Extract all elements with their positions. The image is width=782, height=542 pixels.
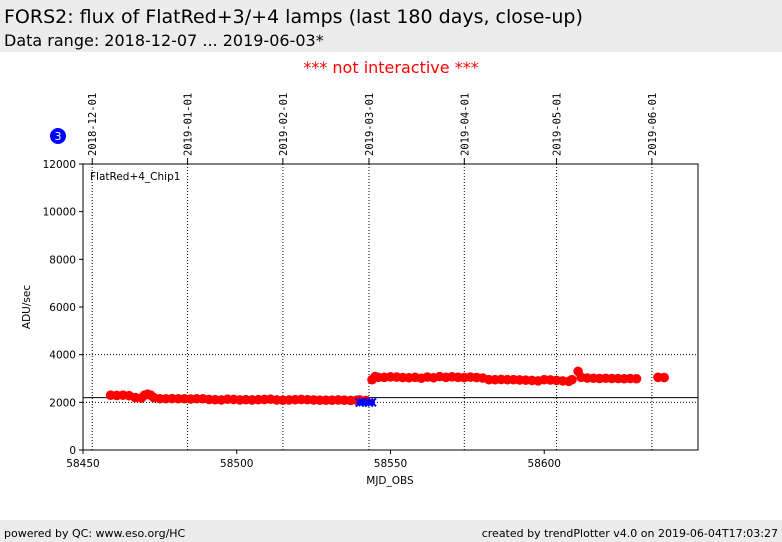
series-badge: 3 — [50, 128, 66, 144]
data-series — [105, 366, 669, 408]
header-bar: FORS2: flux of FlatRed+3/+4 lamps (last … — [0, 0, 782, 52]
y-tick-label: 12000 — [43, 159, 76, 171]
grid-lines — [83, 164, 698, 450]
page-title: FORS2: flux of FlatRed+3/+4 lamps (last … — [4, 6, 583, 28]
y-tick-label: 6000 — [49, 302, 76, 314]
red-data-point — [631, 373, 642, 384]
blue-data-point — [367, 397, 377, 408]
panel-label: FlatRed+4_Chip1 — [90, 171, 180, 183]
x-tick-label: 58500 — [220, 458, 253, 470]
marker-dot — [359, 399, 366, 406]
y-tick-label: 0 — [69, 445, 76, 457]
red-data-point — [659, 372, 669, 383]
x-tick-label: 58450 — [66, 458, 99, 470]
date-tick-label: 2019-06-01 — [647, 93, 659, 156]
date-axis-top: 2018-12-01 2019-01-01 2019-02-01 2019-03-01… — [87, 93, 659, 164]
y-tick-label: 4000 — [49, 350, 76, 362]
plot-frame — [82, 163, 699, 451]
y-tick-label: 2000 — [49, 397, 76, 409]
red-data-point — [567, 374, 577, 385]
date-tick-label: 2019-02-01 — [278, 93, 290, 156]
date-tick-label: 2018-12-01 — [87, 93, 99, 156]
footer-bar: powered by QC: www.eso.org/HC created by… — [0, 520, 782, 542]
badge-circle — [50, 128, 66, 144]
footer-timestamp: created by trendPlotter v4.0 on 2019-06-… — [481, 527, 778, 540]
badge-number: 3 — [55, 130, 62, 143]
data-range-subtitle: Data range: 2018-12-07 ... 2019-06-03* — [4, 31, 324, 50]
footer-credit: powered by QC: www.eso.org/HC — [4, 527, 186, 540]
axes: 58450 58500 58550 58600 0 2000 4000 6000 8000 100… — [43, 159, 561, 470]
date-tick-label: 2019-03-01 — [364, 93, 376, 156]
flux-chart: 2018-12-01 2019-01-01 2019-02-01 2019-03-01… — [21, 93, 699, 487]
date-tick-label: 2019-05-01 — [552, 93, 564, 156]
date-tick-label: 2019-01-01 — [183, 93, 195, 156]
date-tick-label: 2019-04-01 — [459, 93, 471, 156]
marker-dot — [369, 399, 376, 406]
not-interactive-notice: *** not interactive *** — [303, 58, 479, 77]
y-tick-label: 8000 — [49, 254, 76, 266]
y-tick-label: 10000 — [43, 207, 76, 219]
y-axis-label: ADU/sec — [21, 285, 33, 329]
x-tick-label: 58600 — [528, 458, 561, 470]
x-tick-label: 58550 — [374, 458, 407, 470]
x-axis-label: MJD_OBS — [366, 475, 414, 487]
